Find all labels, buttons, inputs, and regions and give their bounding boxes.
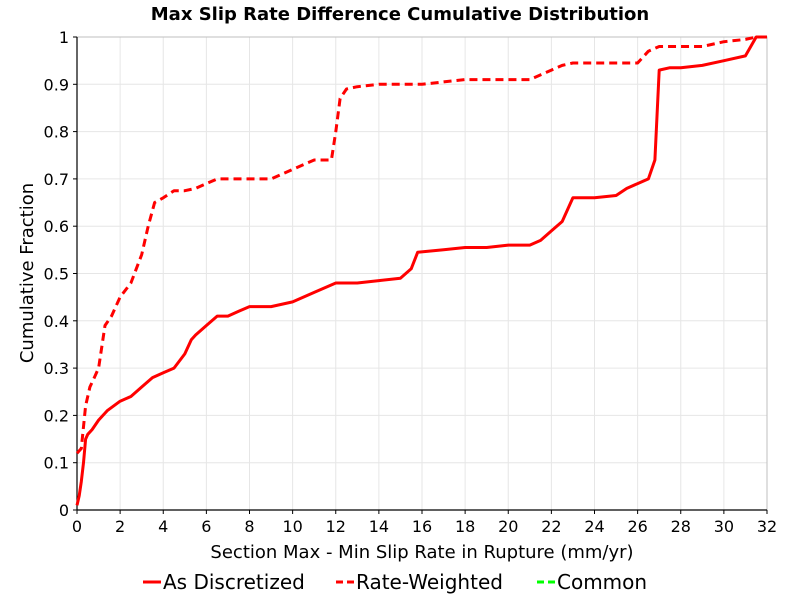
series-line-as-discretized <box>75 35 767 506</box>
legend-label-rate-weighted: Rate-Weighted <box>356 570 503 594</box>
y-tick-label: 0.6 <box>44 217 69 236</box>
grid-lines <box>76 36 768 511</box>
series-layer <box>75 35 767 506</box>
y-tick-label: 0.5 <box>44 265 69 284</box>
y-tick-label: 0 <box>59 501 69 520</box>
x-tick-label: 28 <box>671 517 691 536</box>
y-tick-label: 1 <box>59 28 69 47</box>
y-tick-label: 0.9 <box>44 75 69 94</box>
x-axis-label: Section Max - Min Slip Rate in Rupture (… <box>210 542 633 563</box>
y-tick-label: 0.2 <box>44 406 69 425</box>
y-axis-ticks: 0 0.1 0.2 0.3 0.4 0.5 0.6 0.7 0.8 0.9 1 <box>44 28 77 520</box>
y-tick-label: 0.3 <box>44 359 69 378</box>
x-tick-label: 0 <box>72 517 82 536</box>
x-tick-label: 10 <box>282 517 302 536</box>
x-tick-label: 18 <box>455 517 475 536</box>
legend: As Discretized Rate-Weighted Common <box>143 570 647 594</box>
x-tick-label: 6 <box>201 517 211 536</box>
y-tick-label: 0.4 <box>44 312 69 331</box>
x-axis-ticks: 0 2 4 6 8 10 12 14 16 18 20 22 24 26 28 30 32 <box>72 510 777 536</box>
x-tick-label: 4 <box>158 517 168 536</box>
x-tick-label: 16 <box>412 517 432 536</box>
x-tick-label: 20 <box>498 517 518 536</box>
chart-title: Max Slip Rate Difference Cumulative Dist… <box>151 4 649 25</box>
legend-label-common: Common <box>557 570 647 594</box>
x-tick-label: 32 <box>757 517 777 536</box>
y-tick-label: 0.8 <box>44 123 69 142</box>
y-axis-label: Cumulative Fraction <box>17 183 38 363</box>
x-tick-label: 30 <box>714 517 734 536</box>
y-tick-label: 0.1 <box>44 454 69 473</box>
x-tick-label: 22 <box>541 517 561 536</box>
x-tick-label: 24 <box>584 517 604 536</box>
legend-label-as-discretized: As Discretized <box>163 570 305 594</box>
x-tick-label: 26 <box>627 517 647 536</box>
series-line-rate-weighted <box>75 35 767 455</box>
x-tick-label: 12 <box>326 517 346 536</box>
x-tick-label: 14 <box>369 517 389 536</box>
x-tick-label: 2 <box>115 517 125 536</box>
y-tick-label: 0.7 <box>44 170 69 189</box>
x-tick-label: 8 <box>244 517 254 536</box>
